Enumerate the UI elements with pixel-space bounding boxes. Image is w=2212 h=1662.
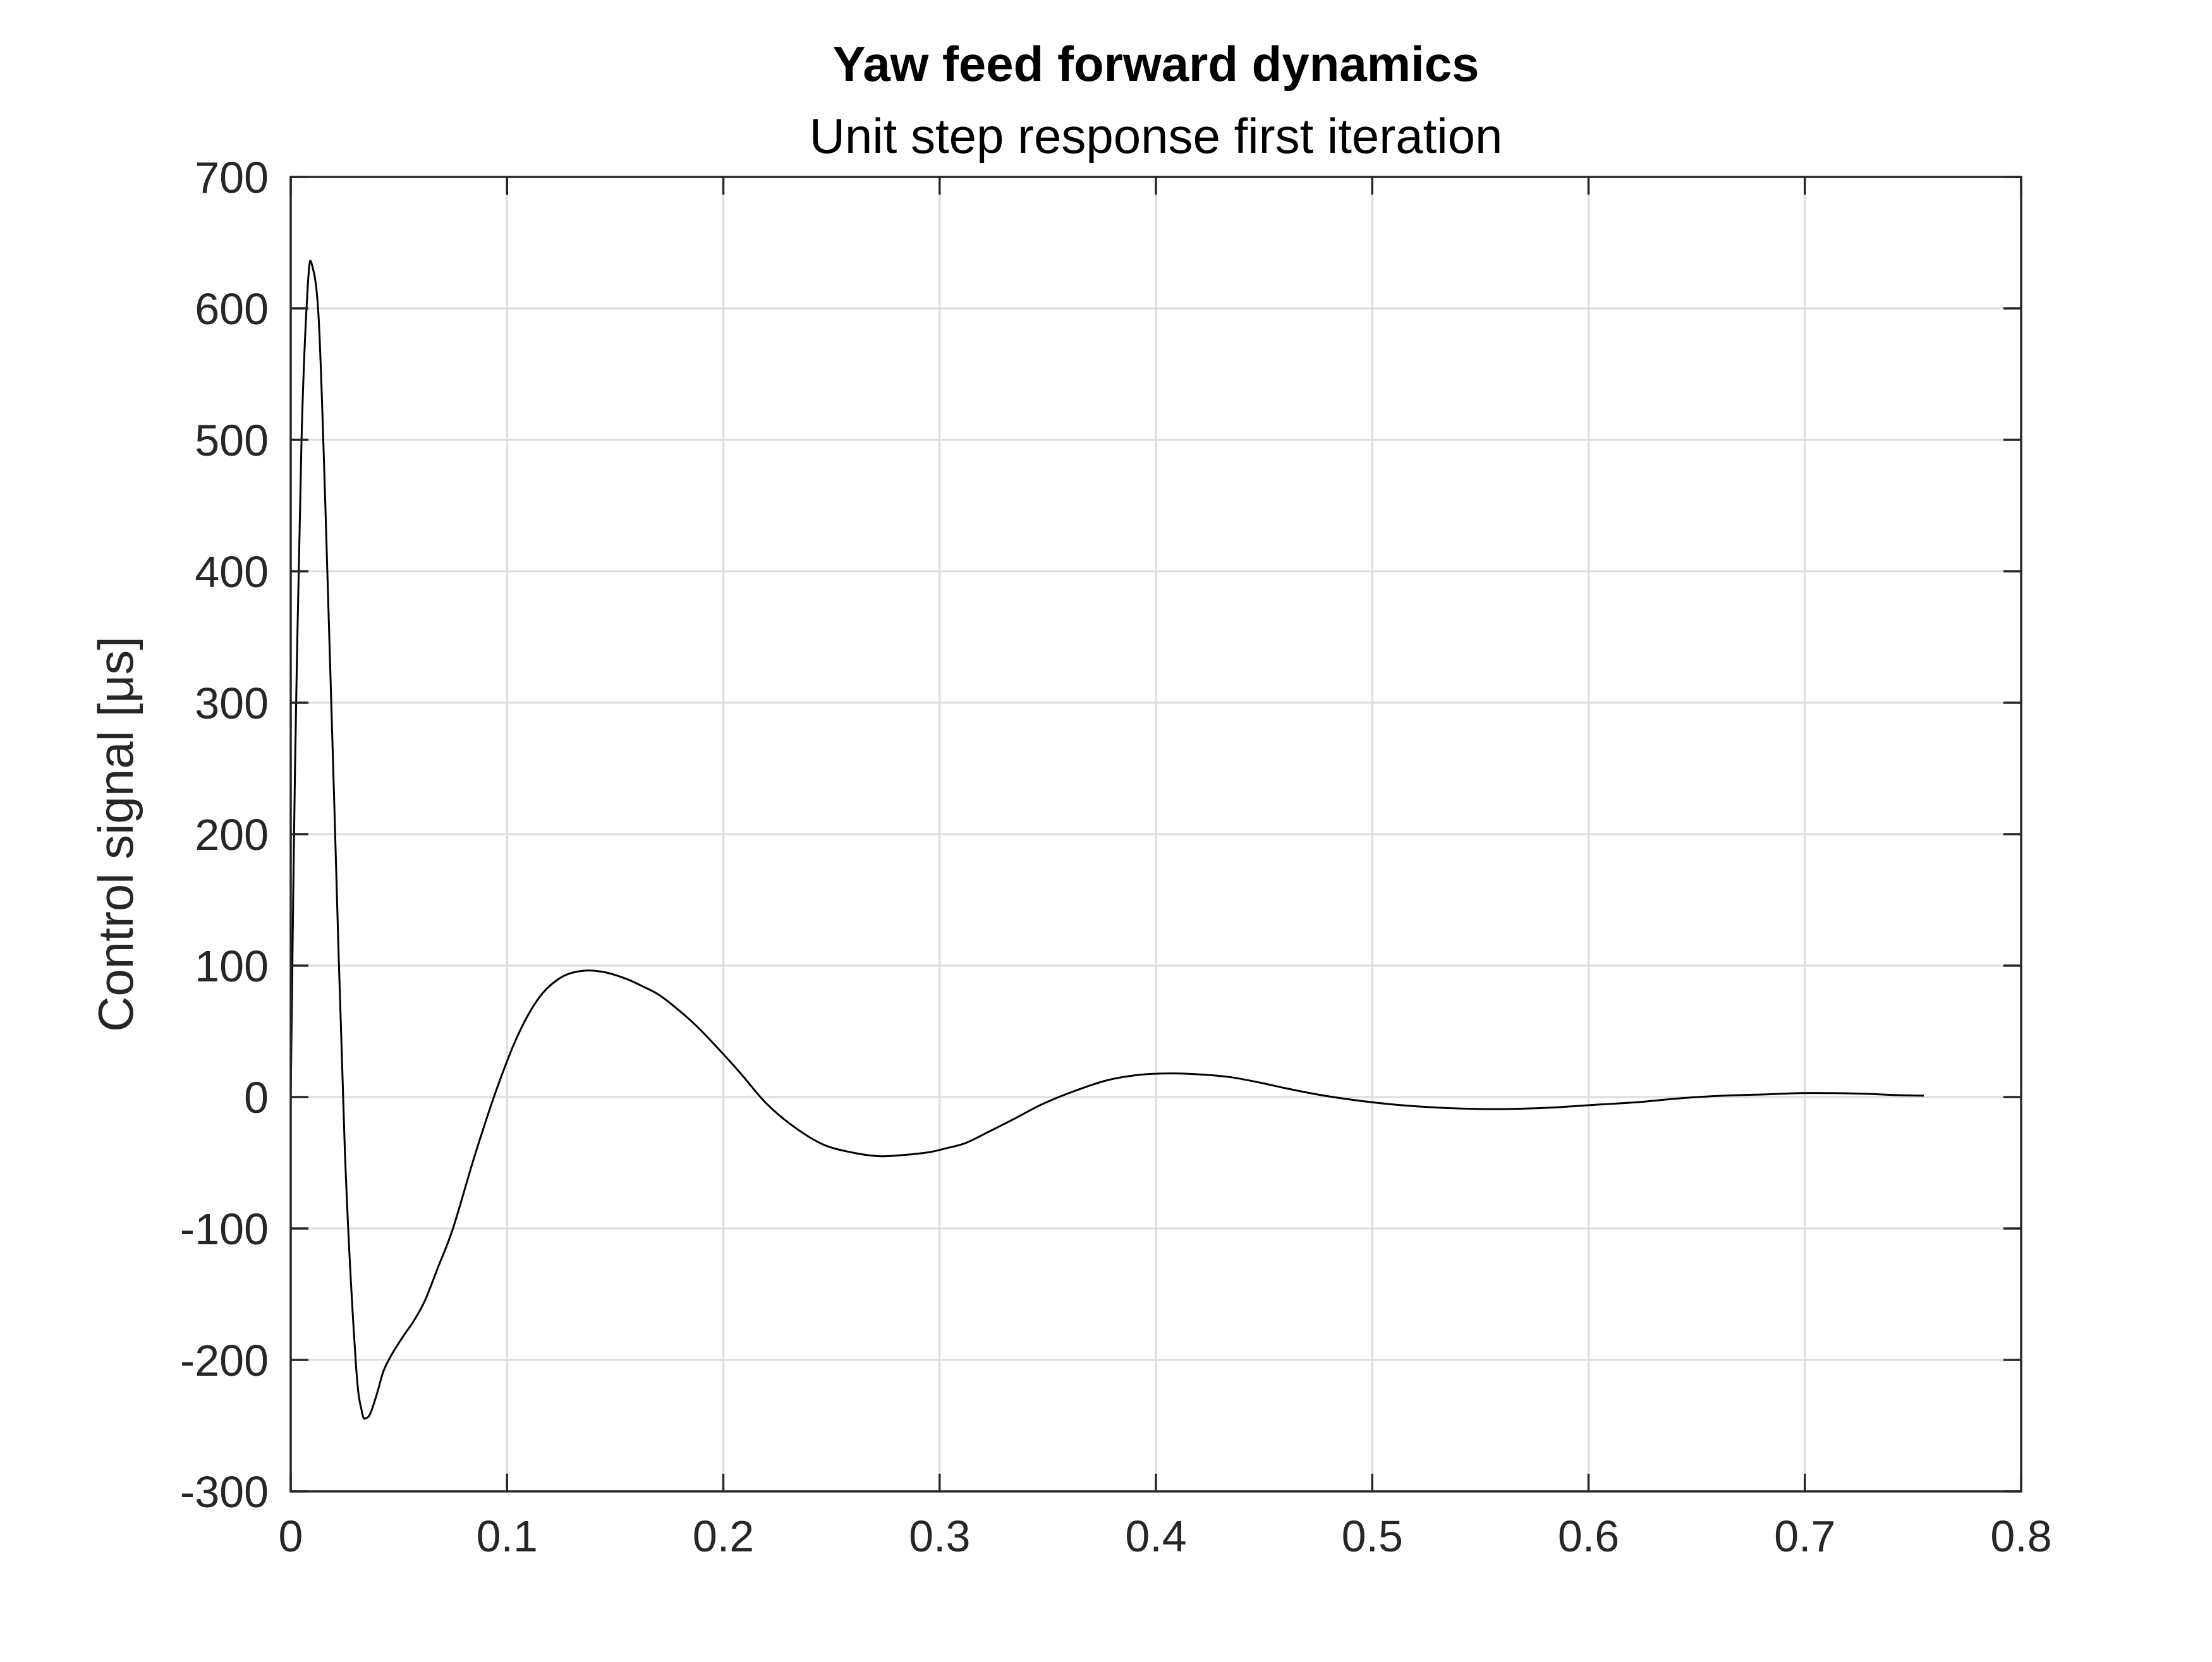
y-tick-label: 500	[195, 416, 269, 465]
chart-title: Yaw feed forward dynamics	[832, 36, 1479, 92]
series-line	[289, 259, 1924, 1420]
y-tick-label: 300	[195, 679, 269, 728]
y-axis-label: Control signal [μs]	[88, 636, 143, 1032]
tick-labels: 0 0.1 0.2 0.3 0.4 0.5 0.6 0.7 0.8 -300 -200 -100 0 10…	[180, 153, 2052, 1561]
grid	[289, 176, 2022, 1493]
x-tick-label: 0.3	[909, 1512, 970, 1561]
y-tick-label: -300	[180, 1467, 269, 1517]
y-tick-label: 200	[195, 810, 269, 859]
x-tick-label: 0.6	[1558, 1512, 1619, 1561]
data-layer	[289, 259, 1924, 1420]
x-tick-label: 0.1	[477, 1512, 538, 1561]
y-tick-label: -100	[180, 1204, 269, 1254]
y-tick-label: 100	[195, 942, 269, 991]
ticks	[289, 176, 2022, 1493]
x-tick-label: 0.2	[693, 1512, 754, 1561]
x-tick-label: 0	[279, 1512, 303, 1561]
x-tick-label: 0.8	[1990, 1512, 2051, 1561]
x-tick-label: 0.7	[1774, 1512, 1835, 1561]
y-tick-label: 600	[195, 284, 269, 334]
y-tick-label: 400	[195, 547, 269, 597]
x-tick-label: 0.4	[1125, 1512, 1186, 1561]
y-tick-label: 700	[195, 153, 269, 202]
y-tick-label: 0	[244, 1073, 269, 1122]
y-tick-label: -200	[180, 1336, 269, 1385]
x-tick-label: 0.5	[1342, 1512, 1403, 1561]
chart-subtitle: Unit step response first iteration	[810, 108, 1503, 164]
